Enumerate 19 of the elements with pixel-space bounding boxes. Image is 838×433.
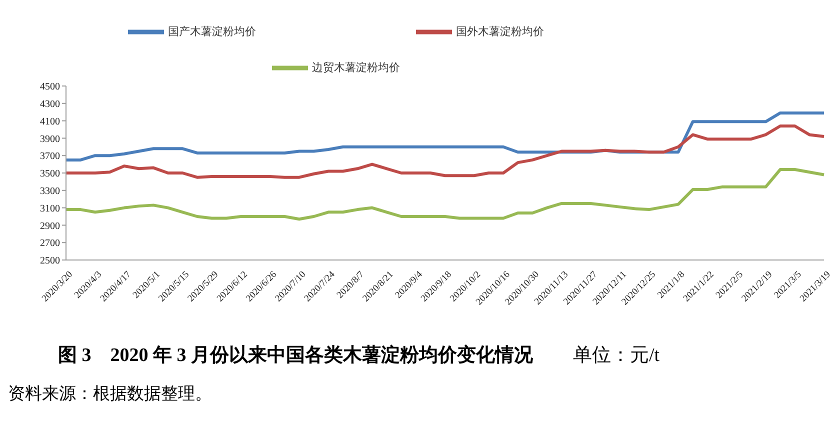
text: 图 3 2020 年 3 月份以来中国各类木薯淀粉均价变化情况 [58,344,533,368]
y-tick-label: 3700 [40,151,60,162]
text: 资料来源：根据数据整理。 [8,383,213,405]
y-tick-label: 4500 [40,82,60,93]
y-tick-label: 4100 [40,116,60,128]
y-tick-label: 3500 [40,168,60,180]
y-tick-label: 2500 [40,256,60,267]
y-tick-label: 2700 [40,238,60,250]
legend-label: 国产木薯淀粉均价 [168,26,256,38]
line-series [64,124,826,179]
y-tick-label: 3900 [40,134,60,145]
text: 单位：元/t [573,344,660,368]
y-tick-label: 3100 [40,203,60,214]
y-tick-label: 2900 [40,220,60,232]
legend-label: 国外木薯淀粉均价 [456,26,544,38]
y-tick-label: 4300 [40,98,60,110]
legend-label: 边贸木薯淀粉均价 [312,62,400,74]
line-series [64,168,826,221]
y-tick-label: 3300 [40,186,60,197]
